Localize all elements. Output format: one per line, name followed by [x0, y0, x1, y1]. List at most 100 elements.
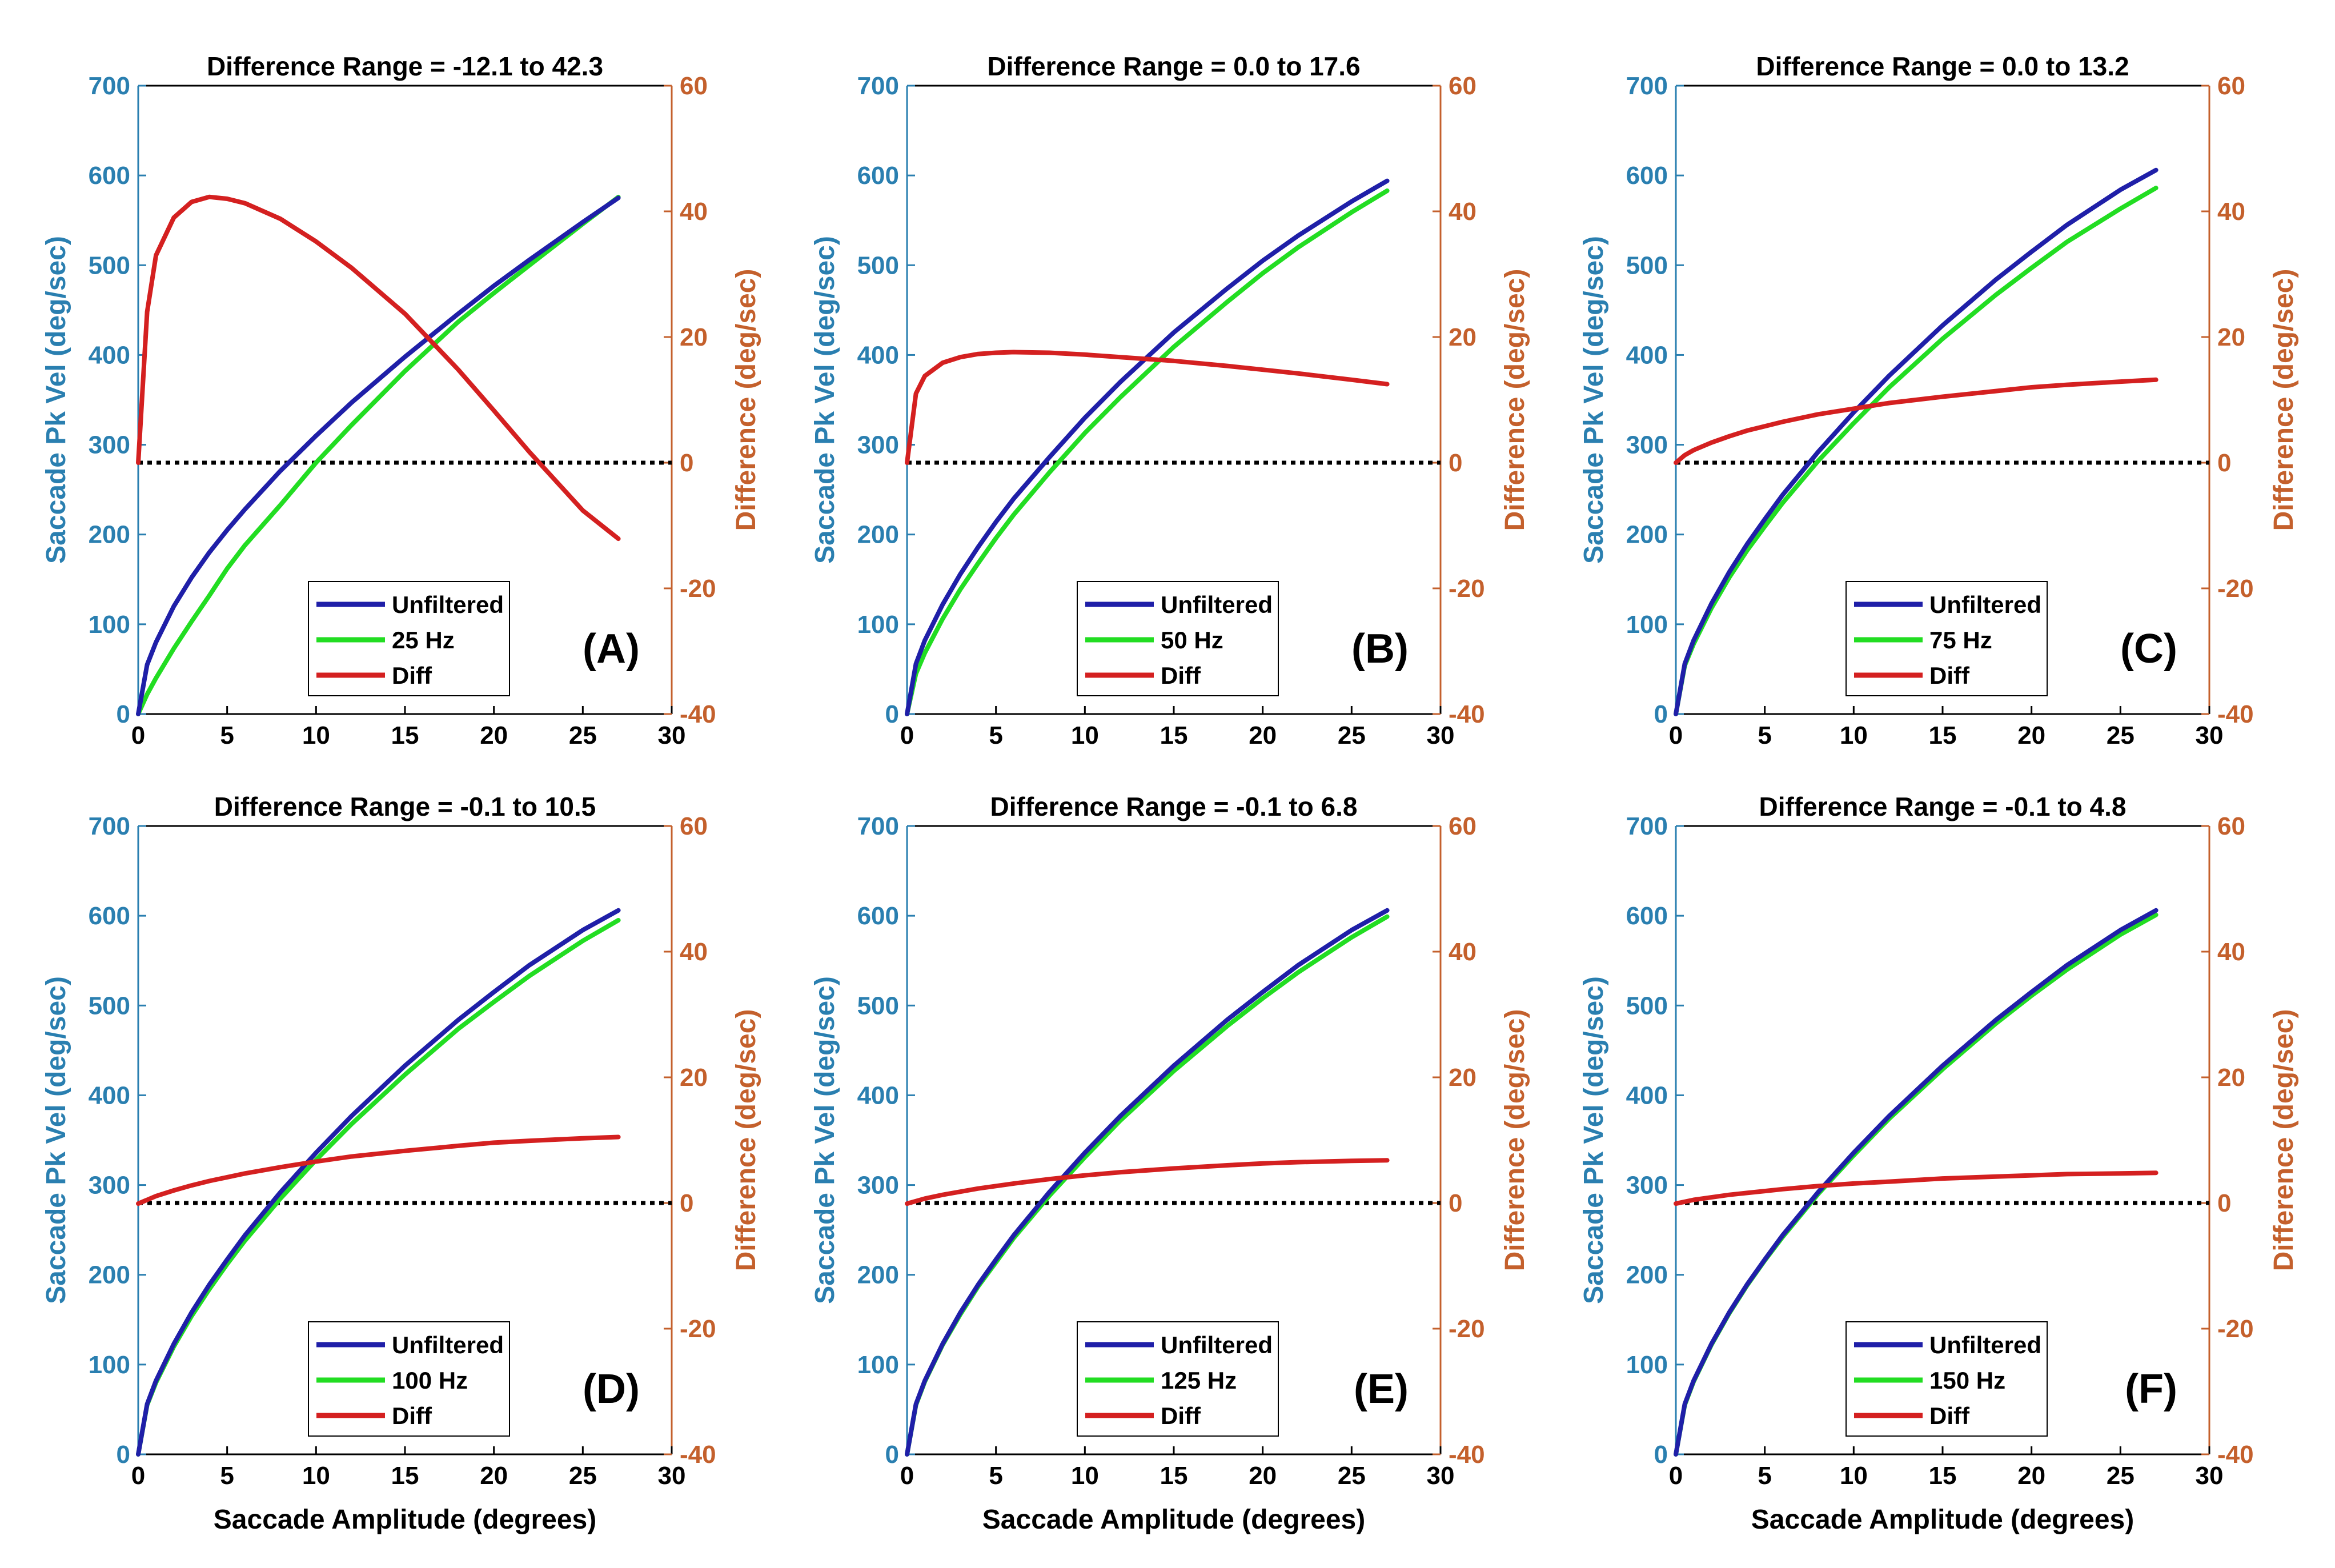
y-tick-label-left: 200: [857, 1261, 899, 1289]
legend-label: Unfiltered: [1929, 591, 2041, 618]
y-axis-label-left: Saccade Pk Vel (deg/sec): [41, 976, 71, 1304]
y-tick-label-right: 60: [1449, 72, 1477, 100]
y-tick-label-right: -40: [680, 1441, 716, 1469]
y-axis-label-right: Difference (deg/sec): [1500, 269, 1530, 531]
y-tick-label-left: 600: [857, 902, 899, 930]
y-tick-label-left: 0: [1654, 700, 1668, 728]
y-tick-label-right: 60: [2217, 72, 2245, 100]
panel-label: (D): [583, 1366, 640, 1412]
x-tick-label: 20: [2017, 1462, 2045, 1490]
series-line-filtered: [136, 194, 621, 716]
y-tick-label-left: 300: [857, 431, 899, 459]
y-tick-label-right: 40: [680, 198, 708, 226]
series-line-unfiltered: [1674, 167, 2159, 716]
y-tick-label-right: -20: [1449, 575, 1485, 603]
y-tick-label-right: -20: [680, 1315, 716, 1343]
panel-label: (B): [1351, 626, 1409, 672]
legend-label: Diff: [392, 662, 432, 689]
x-tick-label: 25: [2107, 1462, 2135, 1490]
legend-label: 125 Hz: [1161, 1367, 1237, 1394]
y-tick-label-left: 200: [89, 1261, 130, 1289]
series-line-diff: [1674, 1170, 2159, 1206]
y-tick-label-left: 700: [1626, 812, 1668, 840]
series-line-unfiltered: [905, 178, 1390, 716]
y-axis-label-left: Saccade Pk Vel (deg/sec): [41, 236, 71, 564]
y-tick-label-left: 100: [89, 1351, 130, 1379]
legend-label: 75 Hz: [1929, 627, 1992, 653]
y-tick-label-left: 300: [89, 1172, 130, 1200]
y-tick-label-left: 500: [1626, 251, 1668, 279]
y-tick-label-left: 600: [1626, 162, 1668, 190]
panel-f: Difference Range = -0.1 to 4.8 0 5 10 15 20 25…: [1579, 792, 2299, 1535]
y-tick-label-left: 0: [885, 1441, 899, 1469]
y-tick-label-left: 400: [89, 341, 130, 369]
y-axis-label-left: Saccade Pk Vel (deg/sec): [810, 976, 840, 1304]
y-tick-label-right: 40: [1449, 198, 1477, 226]
y-tick-label-left: 600: [89, 902, 130, 930]
y-tick-label-left: 100: [857, 611, 899, 639]
x-tick-label: 25: [1338, 721, 1366, 749]
x-tick-label: 15: [1160, 1462, 1188, 1490]
series-line-unfiltered: [1674, 908, 2159, 1457]
y-tick-label-right: -40: [1449, 700, 1485, 728]
y-tick-label-left: 500: [89, 251, 130, 279]
y-tick-label-right: 0: [1449, 449, 1462, 477]
x-tick-label: 10: [302, 1462, 330, 1490]
chart-title: Difference Range = -0.1 to 6.8: [990, 792, 1358, 821]
x-tick-label: 25: [1338, 1462, 1366, 1490]
y-tick-label-right: -20: [680, 575, 716, 603]
legend-label: Unfiltered: [1161, 591, 1273, 618]
x-tick-label: 15: [1929, 721, 1957, 749]
y-tick-label-left: 500: [89, 992, 130, 1020]
y-tick-label-right: 60: [2217, 812, 2245, 840]
y-tick-label-right: -20: [2217, 575, 2254, 603]
y-tick-label-left: 0: [117, 700, 130, 728]
y-tick-label-left: 300: [857, 1172, 899, 1200]
y-tick-label-right: 0: [2217, 1189, 2231, 1217]
panel-c: Difference Range = 0.0 to 13.2 0 5 10 15 20 25…: [1579, 51, 2299, 749]
panel-label: (F): [2125, 1366, 2177, 1412]
x-tick-label: 10: [302, 721, 330, 749]
y-tick-label-left: 600: [89, 162, 130, 190]
x-tick-label: 30: [658, 721, 686, 749]
y-tick-label-right: 0: [680, 1189, 693, 1217]
x-tick-label: 20: [480, 721, 508, 749]
y-tick-label-right: -20: [1449, 1315, 1485, 1343]
panel-a: Difference Range = -12.1 to 42.3 0 5 10 15 20…: [41, 51, 761, 749]
y-axis-label-right: Difference (deg/sec): [2269, 1009, 2299, 1272]
chart-title: Difference Range = -0.1 to 4.8: [1759, 792, 2127, 821]
y-tick-label-left: 600: [857, 162, 899, 190]
legend-label: Diff: [1161, 1402, 1201, 1429]
y-axis-label-right: Difference (deg/sec): [1500, 1009, 1530, 1272]
y-tick-label-right: 60: [680, 72, 708, 100]
x-tick-label: 30: [1427, 721, 1455, 749]
y-tick-label-right: -20: [2217, 1315, 2254, 1343]
y-tick-label-left: 700: [857, 72, 899, 100]
x-axis-label: Saccade Amplitude (degrees): [214, 1505, 596, 1535]
x-tick-label: 5: [220, 721, 234, 749]
x-tick-label: 15: [391, 1462, 419, 1490]
legend-label: 100 Hz: [392, 1367, 468, 1394]
y-tick-label-right: -40: [680, 700, 716, 728]
x-tick-label: 20: [1249, 1462, 1277, 1490]
legend-label: Unfiltered: [1929, 1332, 2041, 1358]
x-tick-label: 0: [1669, 1462, 1683, 1490]
series-line-diff: [136, 1134, 621, 1206]
legend-label: Diff: [392, 1402, 432, 1429]
x-tick-label: 20: [1249, 721, 1277, 749]
y-axis-label-right: Difference (deg/sec): [731, 1009, 761, 1272]
x-tick-label: 30: [658, 1462, 686, 1490]
y-tick-label-left: 700: [89, 812, 130, 840]
y-tick-label-left: 500: [857, 992, 899, 1020]
x-tick-label: 20: [480, 1462, 508, 1490]
y-tick-label-left: 700: [89, 72, 130, 100]
y-tick-label-left: 300: [89, 431, 130, 459]
x-tick-label: 0: [1669, 721, 1683, 749]
y-tick-label-left: 400: [1626, 341, 1668, 369]
series-line-diff: [905, 350, 1390, 465]
panel-label: (E): [1354, 1366, 1409, 1412]
y-tick-label-left: 400: [857, 1081, 899, 1109]
x-tick-label: 0: [900, 721, 914, 749]
y-tick-label-right: 20: [2217, 323, 2245, 351]
x-tick-label: 15: [1160, 721, 1188, 749]
